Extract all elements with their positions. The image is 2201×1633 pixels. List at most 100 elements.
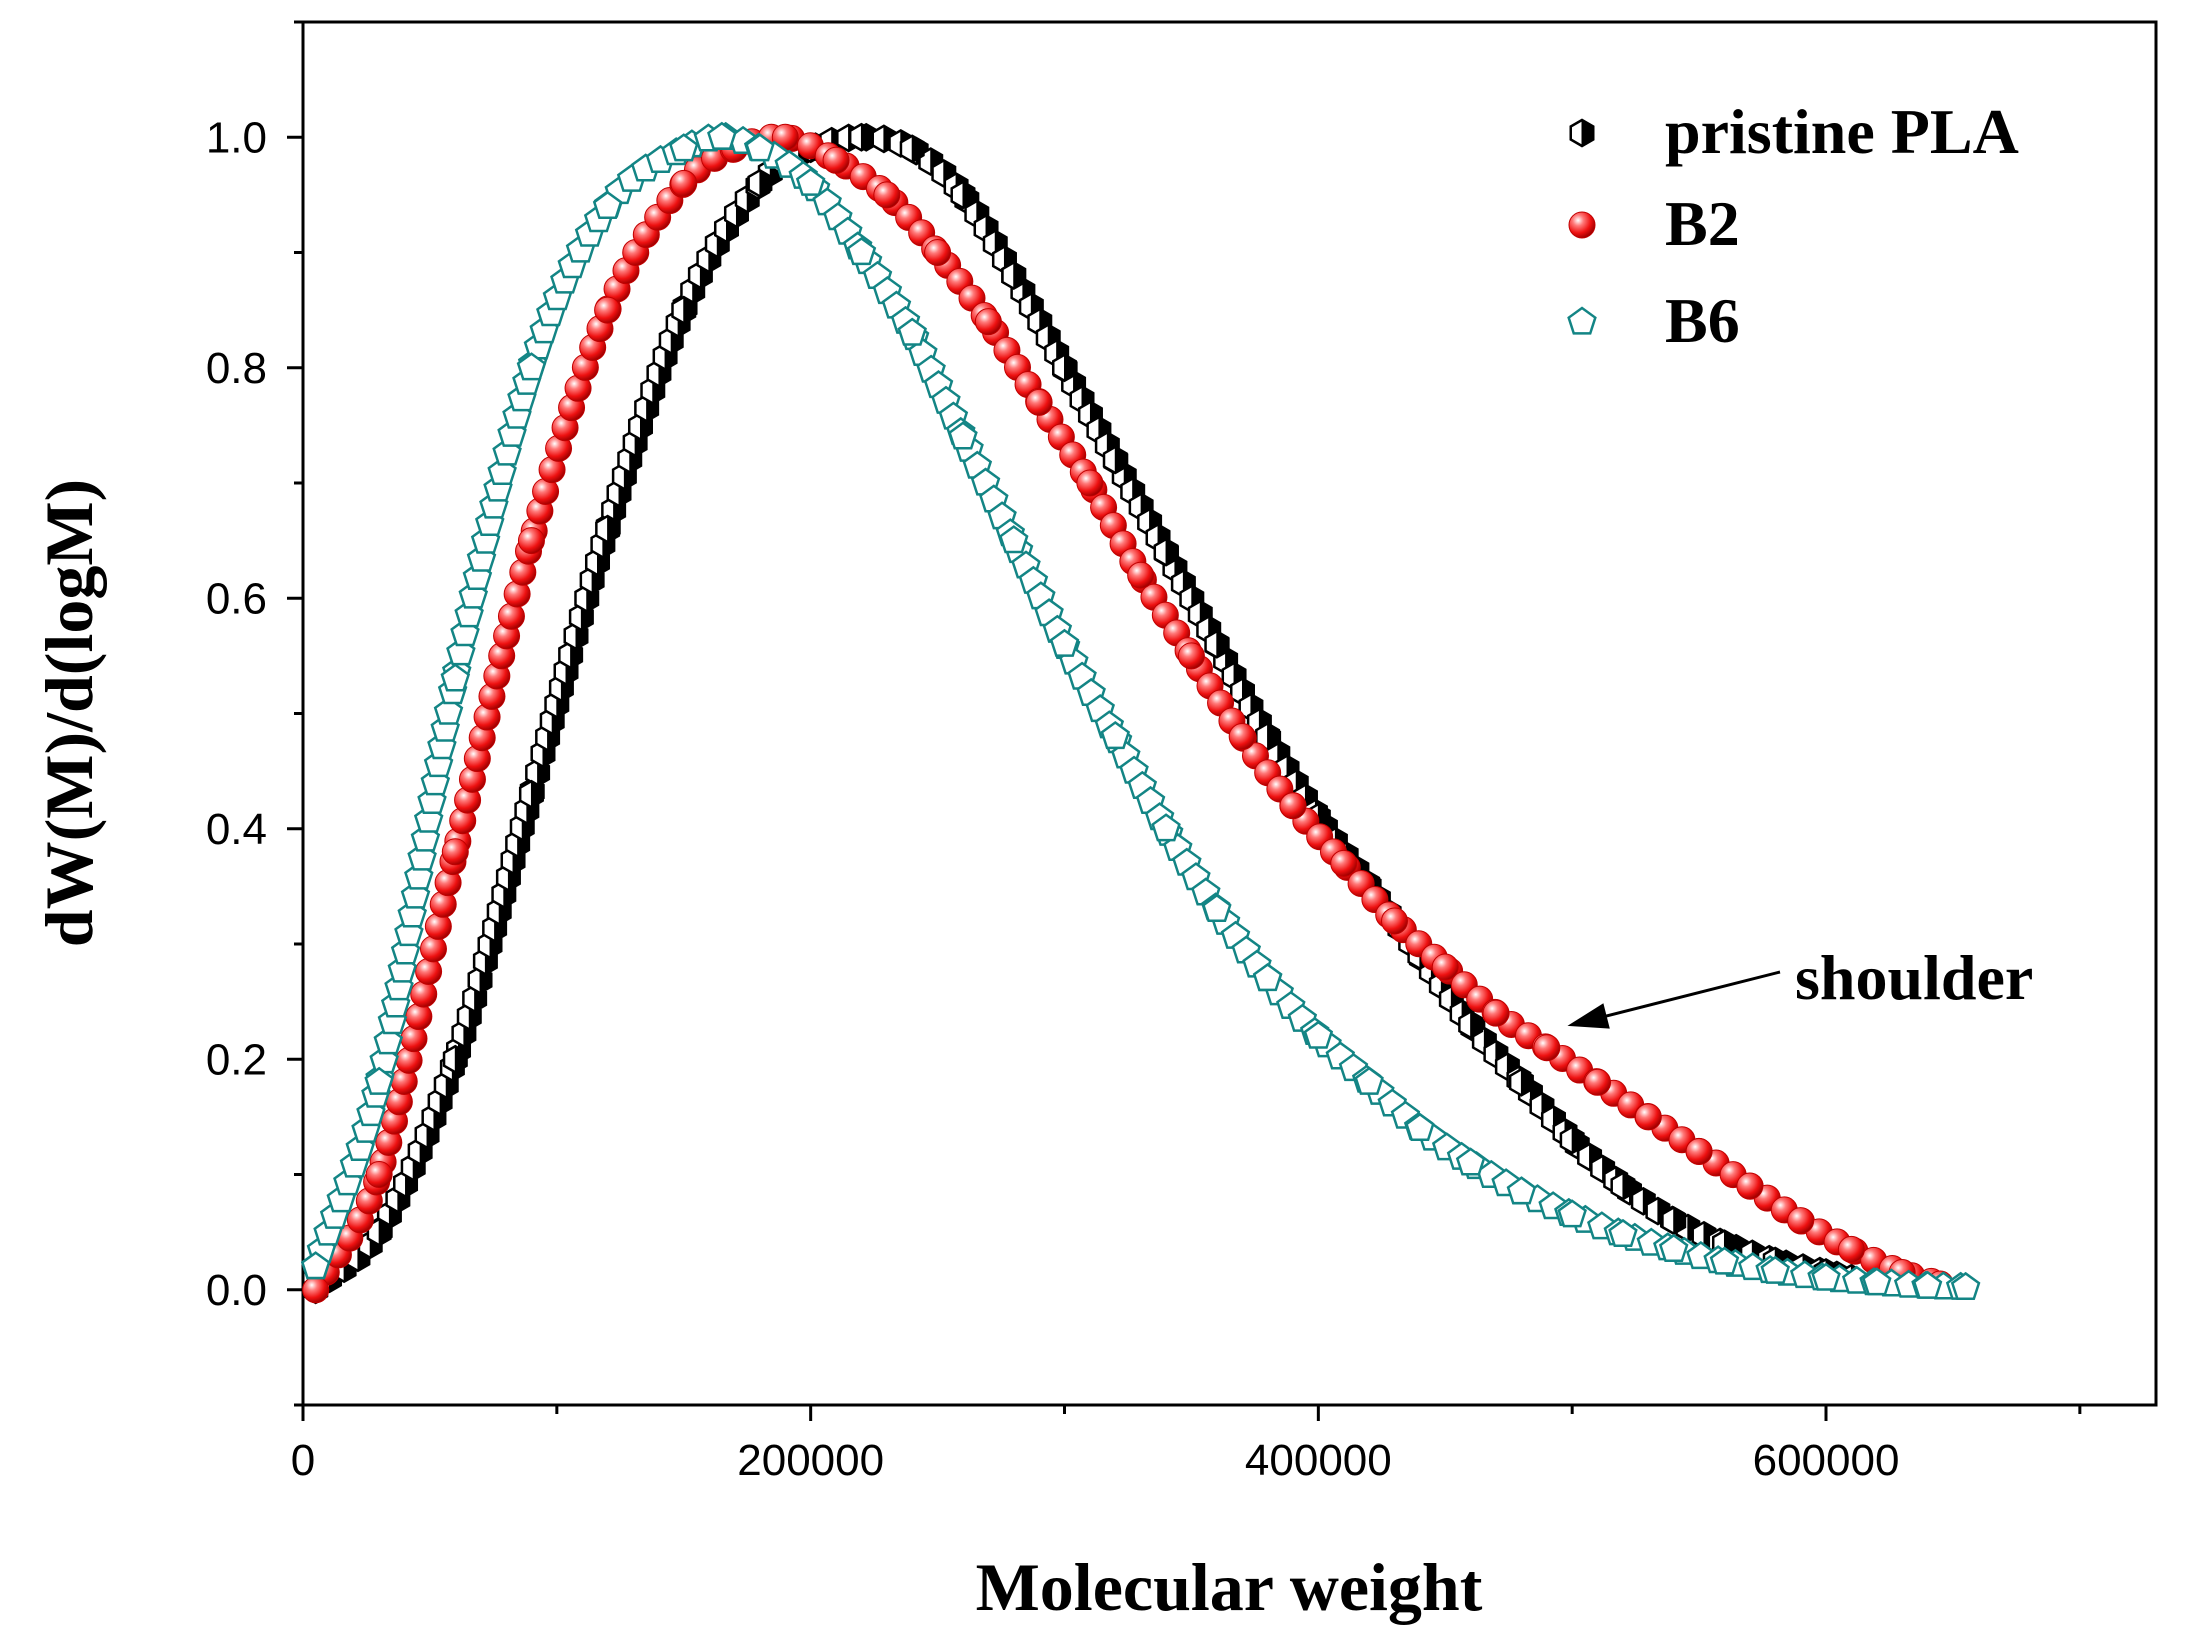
data-point — [1950, 1271, 1981, 1301]
data-point — [1760, 1255, 1791, 1284]
data-point — [497, 602, 525, 630]
data-point — [415, 957, 443, 985]
shoulder-annotation: shoulder — [1567, 942, 2033, 1029]
data-point — [1049, 628, 1080, 657]
legend-marker — [1567, 306, 1597, 335]
data-point — [1380, 907, 1408, 935]
data-point — [1025, 388, 1053, 416]
legend-marker — [1569, 118, 1595, 148]
data-point — [365, 1161, 393, 1188]
y-tick-label: 0.4 — [206, 805, 267, 854]
x-tick-label: 0 — [291, 1436, 315, 1485]
data-point — [364, 1066, 394, 1095]
x-axis-title: Molecular weight — [976, 1549, 1483, 1625]
data-point — [405, 1003, 433, 1031]
data-point — [1685, 1137, 1713, 1165]
legend-marker — [1568, 211, 1596, 239]
data-point — [1482, 999, 1510, 1027]
data-point — [745, 133, 775, 162]
legend-marker-b2 — [1568, 211, 1596, 239]
data-point — [899, 134, 925, 164]
data-point — [419, 935, 447, 963]
x-tick-label: 400000 — [1245, 1436, 1392, 1485]
data-point — [1508, 1067, 1534, 1097]
data-point — [1051, 353, 1078, 383]
data-point — [400, 1025, 428, 1053]
data-point — [300, 1251, 331, 1280]
legend-marker-b6 — [1567, 306, 1597, 335]
legend-label-b6: B6 — [1665, 285, 1740, 356]
series-pristine-pla — [303, 122, 1864, 1305]
y-tick-label: 0.8 — [206, 344, 267, 393]
data-point — [1912, 1270, 1943, 1299]
data-point — [1661, 1206, 1687, 1236]
data-point — [424, 912, 452, 940]
data-point — [1001, 261, 1027, 290]
axis-ticks: 0 200000 400000 600000 0.0 0.2 0.4 0.6 0.8 1.0 — [206, 20, 2082, 1485]
data-point — [1837, 1235, 1865, 1263]
data-point — [747, 168, 773, 198]
data-point — [440, 663, 471, 692]
y-tick-label: 0.0 — [206, 1266, 267, 1315]
data-point — [595, 514, 621, 544]
data-point — [1204, 629, 1230, 659]
data-point — [518, 779, 544, 809]
data-point — [1100, 721, 1131, 750]
data-point — [846, 236, 877, 266]
data-point — [594, 296, 622, 324]
data-point — [1252, 963, 1283, 992]
data-point — [1811, 1262, 1841, 1291]
data-point — [1608, 1218, 1638, 1248]
data-point — [1102, 445, 1128, 475]
y-tick-label: 0.2 — [206, 1035, 267, 1084]
data-point — [948, 421, 978, 450]
data-point — [1559, 1125, 1585, 1155]
shoulder-arrow — [1567, 970, 1781, 1029]
data-point — [1455, 1147, 1486, 1176]
legend-marker-pristine-pla — [1569, 118, 1595, 148]
legend-label-pristine-pla: pristine PLA — [1665, 96, 2019, 167]
x-tick-label: 200000 — [737, 1436, 884, 1485]
data-point — [998, 525, 1029, 554]
data-point — [1177, 642, 1205, 670]
shoulder-label: shoulder — [1795, 942, 2033, 1013]
data-point — [795, 167, 826, 196]
data-point — [1431, 953, 1459, 981]
data-point — [410, 980, 438, 1008]
series-b2 — [302, 123, 1954, 1304]
data-point — [516, 352, 547, 381]
data-point — [441, 838, 469, 866]
data-point — [974, 308, 1002, 336]
series-layer — [300, 121, 1981, 1305]
data-point — [1533, 1034, 1561, 1062]
data-point — [1076, 469, 1104, 497]
data-point — [1557, 1199, 1587, 1228]
data-point — [442, 1044, 468, 1074]
data-point — [924, 239, 952, 266]
data-point — [1405, 1112, 1435, 1141]
data-point — [1658, 1233, 1689, 1262]
data-point — [668, 133, 699, 162]
data-point — [950, 180, 976, 210]
data-point — [848, 122, 874, 152]
data-point — [822, 146, 850, 174]
data-point — [1709, 1246, 1740, 1275]
data-point — [1202, 893, 1232, 923]
y-tick-label: 0.6 — [206, 574, 267, 623]
data-point — [1634, 1103, 1662, 1131]
data-point — [670, 169, 698, 197]
data-point — [1330, 849, 1358, 877]
data-point — [433, 696, 464, 725]
data-point — [1255, 722, 1281, 751]
data-point — [671, 295, 697, 325]
data-point — [1787, 1207, 1815, 1235]
data-point — [1610, 1171, 1636, 1201]
series-b6 — [300, 121, 1981, 1301]
data-point — [592, 190, 623, 219]
legend: pristine PLA B2 B6 — [1567, 96, 2019, 356]
data-point — [1584, 1068, 1612, 1096]
x-tick-label: 600000 — [1753, 1436, 1900, 1485]
legend-label-b2: B2 — [1665, 188, 1740, 259]
data-point — [707, 121, 737, 150]
data-point — [1127, 561, 1155, 589]
